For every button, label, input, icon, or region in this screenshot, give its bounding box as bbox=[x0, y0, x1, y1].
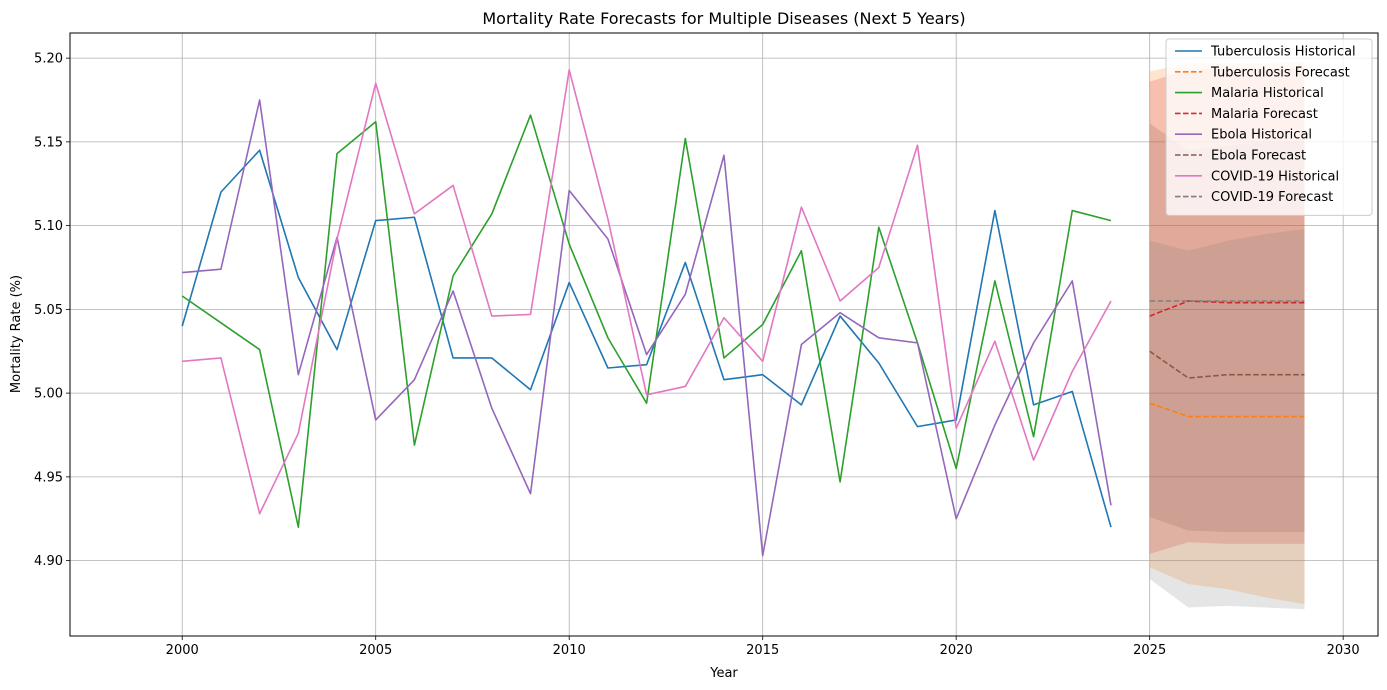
legend-entry: Malaria Forecast bbox=[1211, 107, 1318, 122]
x-tick-label: 2025 bbox=[1133, 643, 1166, 658]
series-line-5 bbox=[1149, 350, 1305, 379]
legend-entry: COVID-19 Historical bbox=[1211, 169, 1339, 184]
y-axis-label: Mortality Rate (%) bbox=[9, 275, 24, 393]
series-lines bbox=[181, 69, 1305, 557]
confidence-band-5 bbox=[1149, 123, 1305, 533]
x-axis: 2000 2005 2010 2015 2020 2025 2030 bbox=[166, 636, 1360, 658]
x-tick-label: 2030 bbox=[1327, 643, 1360, 658]
legend-entry: Ebola Historical bbox=[1211, 128, 1312, 143]
x-tick-label: 2010 bbox=[553, 643, 586, 658]
y-tick-label: 5.20 bbox=[34, 52, 63, 67]
y-tick-label: 4.95 bbox=[34, 470, 63, 485]
plot-frame bbox=[69, 32, 1379, 637]
legend-entry: Ebola Forecast bbox=[1211, 149, 1306, 164]
y-tick-label: 5.10 bbox=[34, 219, 63, 234]
legend-entry: Tuberculosis Forecast bbox=[1210, 65, 1350, 80]
confidence-band-7 bbox=[1149, 228, 1305, 610]
series-line-4 bbox=[182, 99, 1112, 557]
x-axis-label: Year bbox=[709, 666, 738, 681]
legend: Tuberculosis Historical Tuberculosis Fore… bbox=[1165, 38, 1373, 216]
x-tick-label: 2020 bbox=[940, 643, 973, 658]
grid bbox=[70, 33, 1378, 636]
y-tick-label: 5.15 bbox=[34, 135, 63, 150]
y-tick-label: 5.05 bbox=[34, 303, 63, 318]
series-line-6 bbox=[182, 69, 1112, 515]
chart-title: Mortality Rate Forecasts for Multiple Di… bbox=[482, 9, 965, 28]
x-tick-label: 2015 bbox=[746, 643, 779, 658]
y-axis: 4.90 4.95 5.00 5.05 5.10 5.15 5.20 bbox=[34, 52, 70, 569]
legend-entry: COVID-19 Forecast bbox=[1211, 190, 1333, 205]
legend-box bbox=[1165, 38, 1373, 216]
series-line-2 bbox=[181, 114, 1112, 528]
series-line-0 bbox=[181, 149, 1112, 528]
series-line-3 bbox=[1149, 300, 1305, 317]
x-tick-label: 2005 bbox=[359, 643, 392, 658]
y-tick-label: 5.00 bbox=[34, 387, 63, 402]
legend-entry: Tuberculosis Historical bbox=[1210, 45, 1356, 60]
legend-entry: Malaria Historical bbox=[1211, 86, 1324, 101]
x-tick-label: 2000 bbox=[166, 643, 199, 658]
y-tick-label: 4.90 bbox=[34, 554, 63, 569]
series-line-1 bbox=[1149, 402, 1305, 418]
